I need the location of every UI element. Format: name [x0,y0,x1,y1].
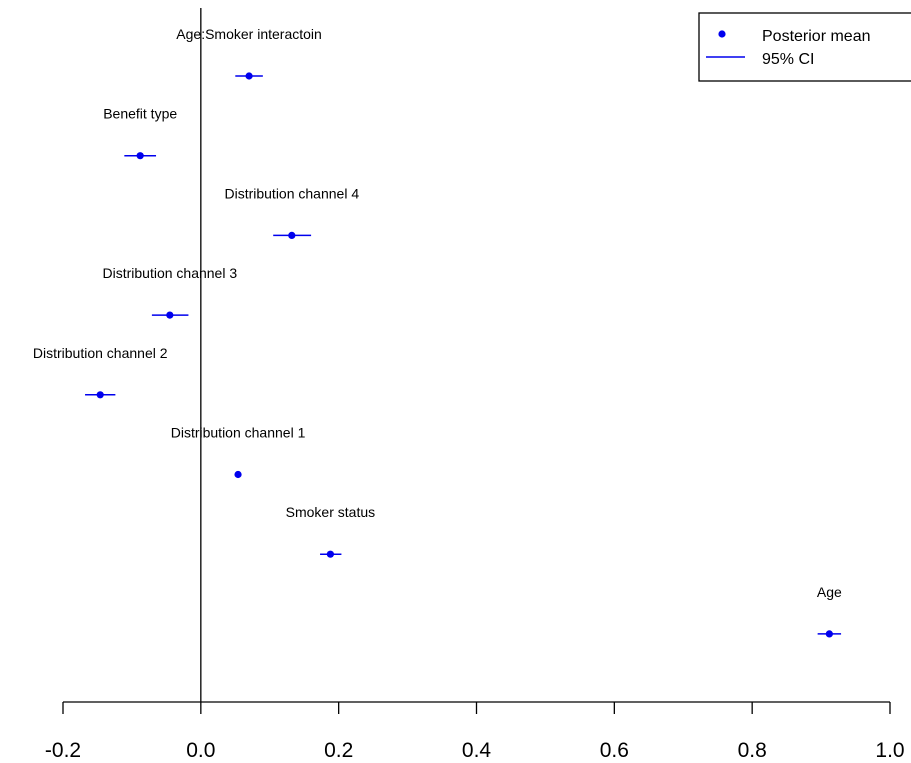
x-tick-label: 0.4 [462,739,492,762]
coef-point: Smoker status [286,504,375,558]
point-label: Distribution channel 3 [103,265,238,281]
legend: Posterior mean 95% CI [698,12,911,82]
coef-point: Age:Smoker interactoin [176,26,322,80]
mean-marker [234,470,242,479]
x-tick-label: 0.0 [186,739,215,762]
x-tick-label: 0.6 [600,739,629,762]
point-label: Age:Smoker interactoin [176,26,322,42]
mean-marker [136,152,144,160]
mean-marker [96,391,104,399]
x-tick-label: 1.0 [875,739,904,762]
x-tick-label: 0.8 [738,739,767,762]
coef-point: Benefit type [103,106,177,160]
coef-point: Age [817,584,842,638]
mean-marker [245,72,253,80]
x-tick-label: 0.2 [324,739,353,762]
point-label: Distribution channel 4 [224,185,359,201]
legend-mean-marker [718,30,726,38]
point-label: Age [817,584,842,600]
coef-point: Distribution channel 3 [103,265,238,319]
coef-point: Distribution channel 2 [33,345,168,399]
mean-marker [326,550,334,558]
point-label: Smoker status [286,504,375,520]
coef-point: Distribution channel 4 [224,185,359,239]
legend-mean-label: Posterior mean [762,28,871,45]
mean-marker [288,231,296,239]
point-label: Benefit type [103,106,177,122]
coef-point: Distribution channel 1 [171,425,306,479]
legend-box [698,12,911,82]
point-label: Distribution channel 1 [171,425,306,441]
plot-area: Age:Smoker interactoin Benefit type Distri… [33,26,842,638]
mean-marker [825,630,833,638]
point-label: Distribution channel 2 [33,345,168,361]
legend-ci-label: 95% CI [762,51,814,68]
x-tick-label: -0.2 [45,739,81,762]
x-axis: -0.2 0.0 0.2 0.4 0.6 0.8 1.0 [45,701,905,762]
mean-marker [166,311,174,319]
